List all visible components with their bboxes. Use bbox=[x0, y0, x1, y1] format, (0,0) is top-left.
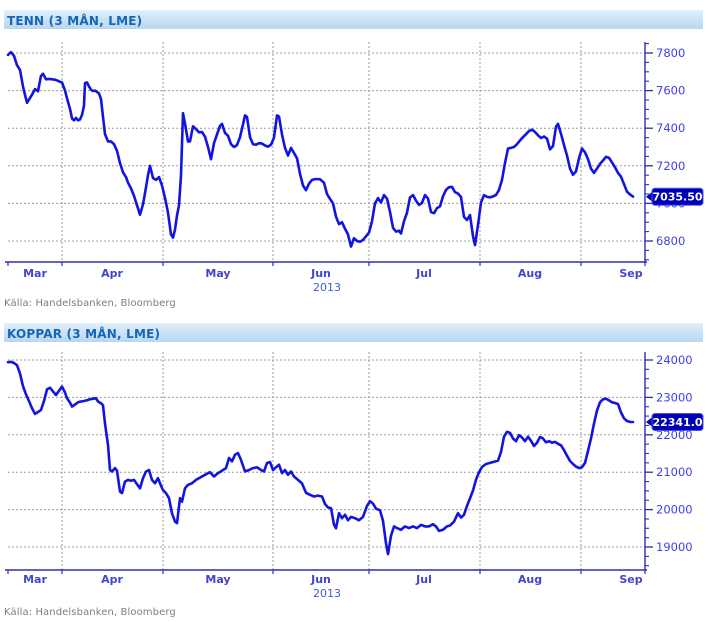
chart-title-koppar: KOPPAR (3 MÅN, LME) bbox=[7, 327, 161, 341]
last-price-badge bbox=[651, 413, 704, 432]
month-label: Mar bbox=[23, 573, 47, 586]
last-price-badge-arrow bbox=[646, 191, 653, 203]
y-tick-label: 7600 bbox=[656, 84, 685, 98]
last-price-badge-label: 22341.0 bbox=[652, 416, 702, 429]
y-tick-label: 19000 bbox=[656, 540, 693, 554]
chart-title-tenn: TENN (3 MÅN, LME) bbox=[7, 14, 143, 28]
month-label: Apr bbox=[101, 267, 123, 280]
price-line bbox=[6, 360, 635, 556]
source-caption-koppar: Källa: Handelsbanken, Bloomberg bbox=[4, 607, 176, 618]
last-price-badge bbox=[651, 187, 704, 206]
year-label: 2013 bbox=[313, 281, 341, 294]
month-label: Apr bbox=[101, 573, 123, 586]
y-tick-label: 7200 bbox=[656, 159, 685, 173]
month-label: Jun bbox=[310, 573, 331, 586]
y-tick-label: 24000 bbox=[656, 353, 693, 367]
month-label: Sep bbox=[619, 267, 642, 280]
month-label: Sep bbox=[619, 573, 642, 586]
y-tick-label: 23000 bbox=[656, 390, 693, 404]
month-label: Aug bbox=[518, 573, 542, 586]
month-label: May bbox=[205, 267, 230, 280]
chart-header-tenn: TENN (3 MÅN, LME) bbox=[4, 10, 703, 29]
price-line bbox=[6, 50, 635, 248]
y-tick-label: 21000 bbox=[656, 465, 693, 479]
month-label: Aug bbox=[518, 267, 542, 280]
y-tick-label: 6800 bbox=[656, 234, 685, 248]
source-caption-tenn: Källa: Handelsbanken, Bloomberg bbox=[4, 298, 176, 309]
last-price-badge-arrow bbox=[646, 416, 653, 428]
last-price-badge-label: 7035.50 bbox=[652, 191, 702, 204]
y-tick-label: 7800 bbox=[656, 46, 685, 60]
chart-header-koppar: KOPPAR (3 MÅN, LME) bbox=[4, 323, 703, 342]
y-tick-label: 7400 bbox=[656, 121, 685, 135]
month-label: Mar bbox=[23, 267, 47, 280]
y-tick-label: 20000 bbox=[656, 503, 693, 517]
year-label: 2013 bbox=[313, 587, 341, 600]
month-label: Jul bbox=[415, 267, 432, 280]
month-label: Jun bbox=[310, 267, 331, 280]
month-label: Jul bbox=[415, 573, 432, 586]
y-tick-label: 22000 bbox=[656, 428, 693, 442]
month-label: May bbox=[205, 573, 230, 586]
